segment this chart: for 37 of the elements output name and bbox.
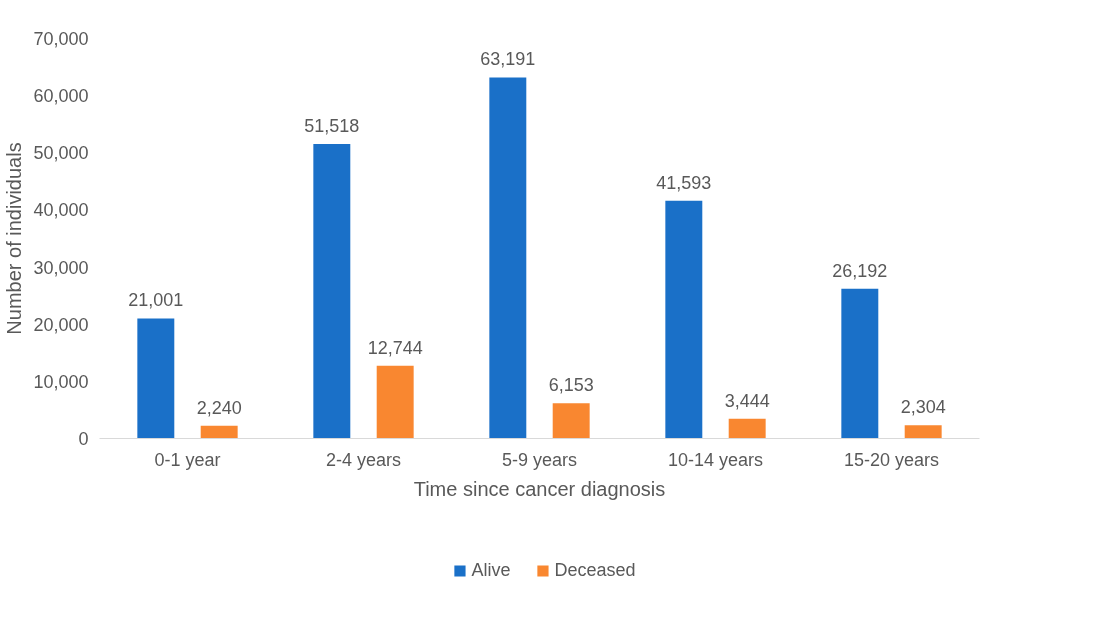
bar xyxy=(904,425,942,439)
bar xyxy=(665,200,703,439)
bar xyxy=(376,365,414,439)
data-label: 12,744 xyxy=(367,337,423,358)
y-tick-label: 10,000 xyxy=(33,371,89,392)
y-tick-label: 30,000 xyxy=(33,257,89,278)
data-label: 51,518 xyxy=(304,116,360,137)
bar xyxy=(728,418,766,439)
bar xyxy=(489,77,527,439)
bar xyxy=(841,288,879,439)
y-tick-label: 50,000 xyxy=(33,143,89,164)
x-tick-label: 10-14 years xyxy=(667,449,764,470)
x-tick-label: 2-4 years xyxy=(325,449,402,470)
data-label: 63,191 xyxy=(480,49,536,70)
x-axis-title: Time since cancer diagnosis xyxy=(413,477,666,500)
data-label: 6,153 xyxy=(548,375,594,396)
bar xyxy=(200,425,238,439)
x-tick-label: 15-20 years xyxy=(843,449,940,470)
x-tick-label: 5-9 years xyxy=(501,449,578,470)
y-tick-label: 70,000 xyxy=(33,29,89,49)
data-label: 26,192 xyxy=(832,260,888,281)
y-tick-label: 0 xyxy=(78,429,89,449)
data-label: 3,444 xyxy=(724,390,770,411)
x-tick-label: 0-1 year xyxy=(154,449,221,470)
data-label: 2,304 xyxy=(900,397,946,418)
y-tick-label: 60,000 xyxy=(33,86,89,107)
bar xyxy=(552,403,590,439)
bar xyxy=(137,318,175,439)
y-axis-title: Number of individuals xyxy=(3,142,26,335)
legend-label: Alive xyxy=(471,559,511,581)
bar xyxy=(313,144,351,439)
y-tick-label: 40,000 xyxy=(33,200,89,221)
data-label: 2,240 xyxy=(196,397,242,418)
y-tick-label: 20,000 xyxy=(33,314,89,335)
legend-label: Deceased xyxy=(554,559,636,581)
data-label: 41,593 xyxy=(656,172,712,193)
data-label: 21,001 xyxy=(128,290,184,311)
